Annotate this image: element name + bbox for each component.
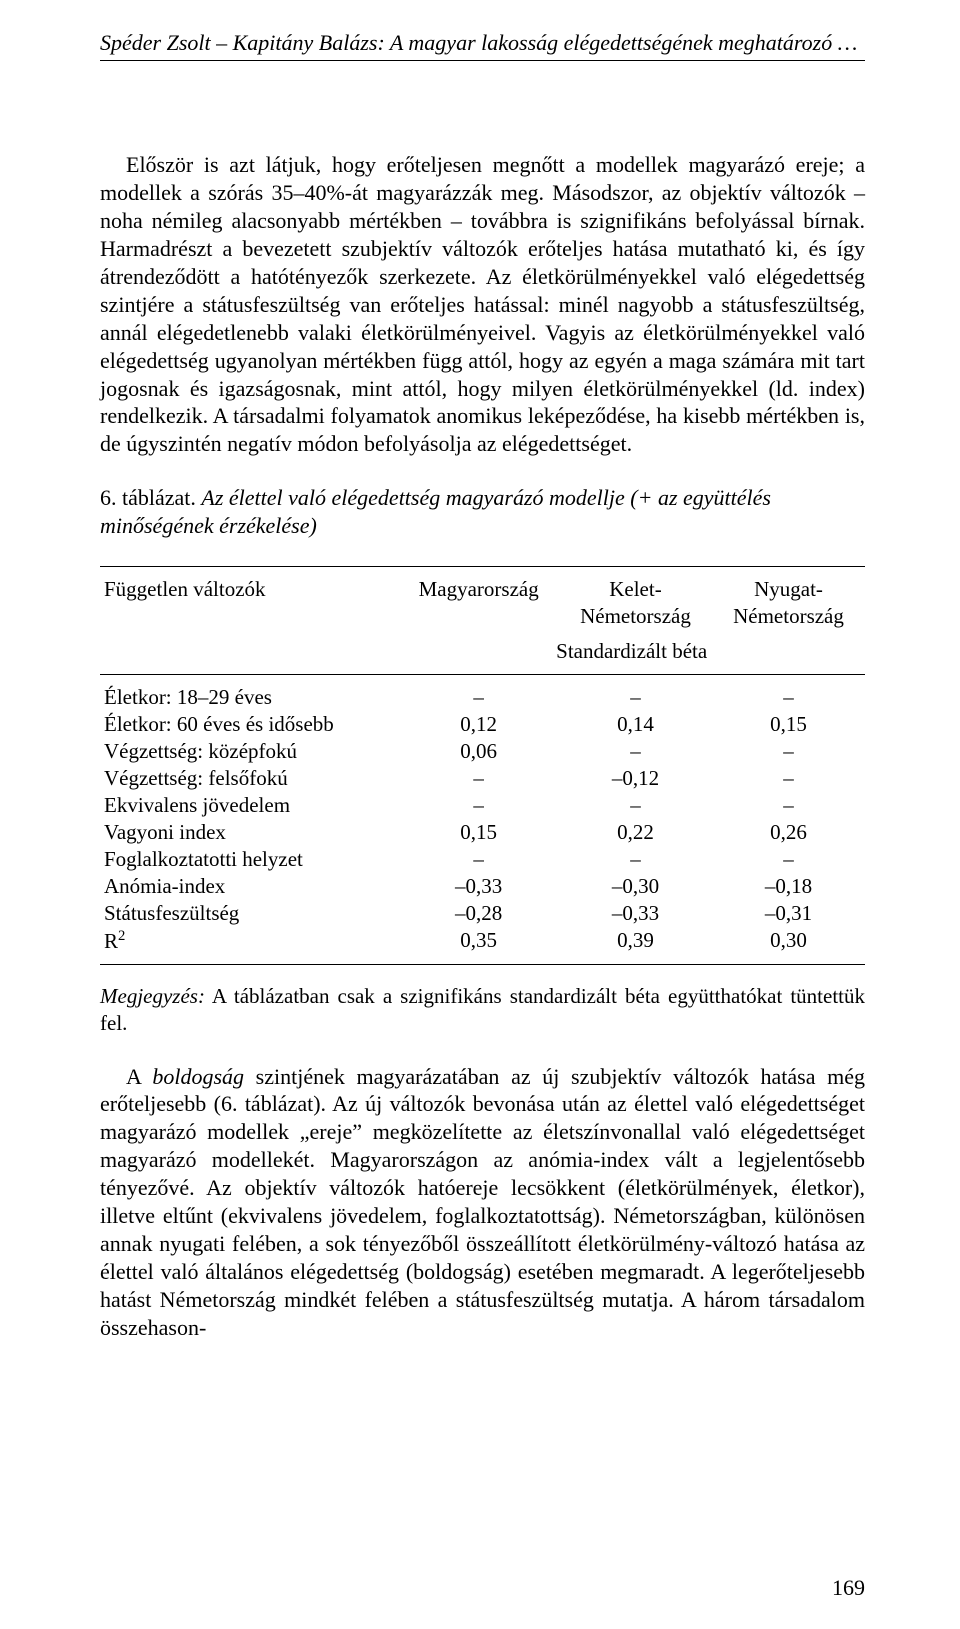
row-label: Életkor: 60 éves és idősebb [100, 711, 398, 738]
running-head: Spéder Zsolt – Kapitány Balázs: A magyar… [100, 30, 865, 61]
note-label: Megjegyzés: [100, 984, 205, 1008]
table-row: Életkor: 18–29 éves – – – [100, 675, 865, 712]
th-east-germany-a: Kelet- [559, 567, 712, 605]
cell: –0,33 [559, 900, 712, 927]
cell: – [712, 738, 865, 765]
row-label: Ekvivalens jövedelem [100, 792, 398, 819]
cell: 0,22 [559, 819, 712, 846]
row-label: Foglalkoztatotti helyzet [100, 846, 398, 873]
table-row: Vagyoni index 0,15 0,22 0,26 [100, 819, 865, 846]
data-table: Független változók Magyarország Kelet- N… [100, 566, 865, 965]
para2-lead: A [126, 1064, 152, 1089]
note-text: A táblázatban csak a szignifikáns standa… [100, 984, 865, 1035]
cell: –0,18 [712, 873, 865, 900]
cell: – [398, 765, 559, 792]
table-row: Életkor: 60 éves és idősebb 0,12 0,14 0,… [100, 711, 865, 738]
cell: –0,33 [398, 873, 559, 900]
cell: – [559, 792, 712, 819]
cell: –0,31 [712, 900, 865, 927]
cell: –0,12 [559, 765, 712, 792]
row-label: Vagyoni index [100, 819, 398, 846]
cell: 0,14 [559, 711, 712, 738]
table-row: Státusfeszültség –0,28 –0,33 –0,31 [100, 900, 865, 927]
cell: 0,26 [712, 819, 865, 846]
table-row: Foglalkoztatotti helyzet – – – [100, 846, 865, 873]
cell: –0,30 [559, 873, 712, 900]
th-east-germany-b: Németország [559, 604, 712, 639]
para2-em: boldogság [152, 1064, 244, 1089]
caption-title: Az élettel való elégedettség magyarázó m… [100, 485, 771, 538]
cell: – [559, 738, 712, 765]
paragraph-1-text: Először is azt látjuk, hogy erőteljesen … [100, 152, 865, 456]
cell: – [398, 675, 559, 712]
cell: – [559, 846, 712, 873]
table-row: Anómia-index –0,33 –0,30 –0,18 [100, 873, 865, 900]
cell: 0,06 [398, 738, 559, 765]
table-note: Megjegyzés: A táblázatban csak a szignif… [100, 983, 865, 1036]
row-label-sup: 2 [118, 928, 125, 944]
paragraph-1: Először is azt látjuk, hogy erőteljesen … [100, 151, 865, 458]
cell: – [712, 792, 865, 819]
cell: – [398, 846, 559, 873]
cell: 0,12 [398, 711, 559, 738]
th-hungary: Magyarország [398, 567, 559, 640]
row-label: Végzettség: középfokú [100, 738, 398, 765]
para2-rest: szintjének magyarázatában az új szubjekt… [100, 1064, 865, 1340]
table-row: Ekvivalens jövedelem – – – [100, 792, 865, 819]
cell: 0,30 [712, 927, 865, 965]
paragraph-2: A boldogság szintjének magyarázatában az… [100, 1063, 865, 1342]
cell: – [712, 846, 865, 873]
th-independent-vars: Független változók [100, 567, 398, 640]
cell: –0,28 [398, 900, 559, 927]
row-label: Státusfeszültség [100, 900, 398, 927]
page-number: 169 [832, 1575, 865, 1601]
row-label: Anómia-index [100, 873, 398, 900]
row-label: Végzettség: felsőfokú [100, 765, 398, 792]
row-label-text: R [104, 929, 118, 953]
cell: 0,35 [398, 927, 559, 965]
th-std-beta: Standardizált béta [398, 639, 865, 675]
row-label: Életkor: 18–29 éves [100, 675, 398, 712]
cell: – [398, 792, 559, 819]
caption-label: 6. táblázat. [100, 485, 196, 510]
page: Spéder Zsolt – Kapitány Balázs: A magyar… [0, 0, 960, 1629]
th-blank [100, 639, 398, 675]
cell: – [559, 675, 712, 712]
table-row: R2 0,35 0,39 0,30 [100, 927, 865, 965]
cell: 0,39 [559, 927, 712, 965]
th-west-germany-a: Nyugat- [712, 567, 865, 605]
th-west-germany-b: Németország [712, 604, 865, 639]
table-row: Végzettség: középfokú 0,06 – – [100, 738, 865, 765]
cell: 0,15 [398, 819, 559, 846]
table-caption: 6. táblázat. Az élettel való elégedettsé… [100, 484, 865, 540]
row-label: R2 [100, 927, 398, 965]
table-row: Végzettség: felsőfokú – –0,12 – [100, 765, 865, 792]
cell: 0,15 [712, 711, 865, 738]
cell: – [712, 765, 865, 792]
cell: – [712, 675, 865, 712]
